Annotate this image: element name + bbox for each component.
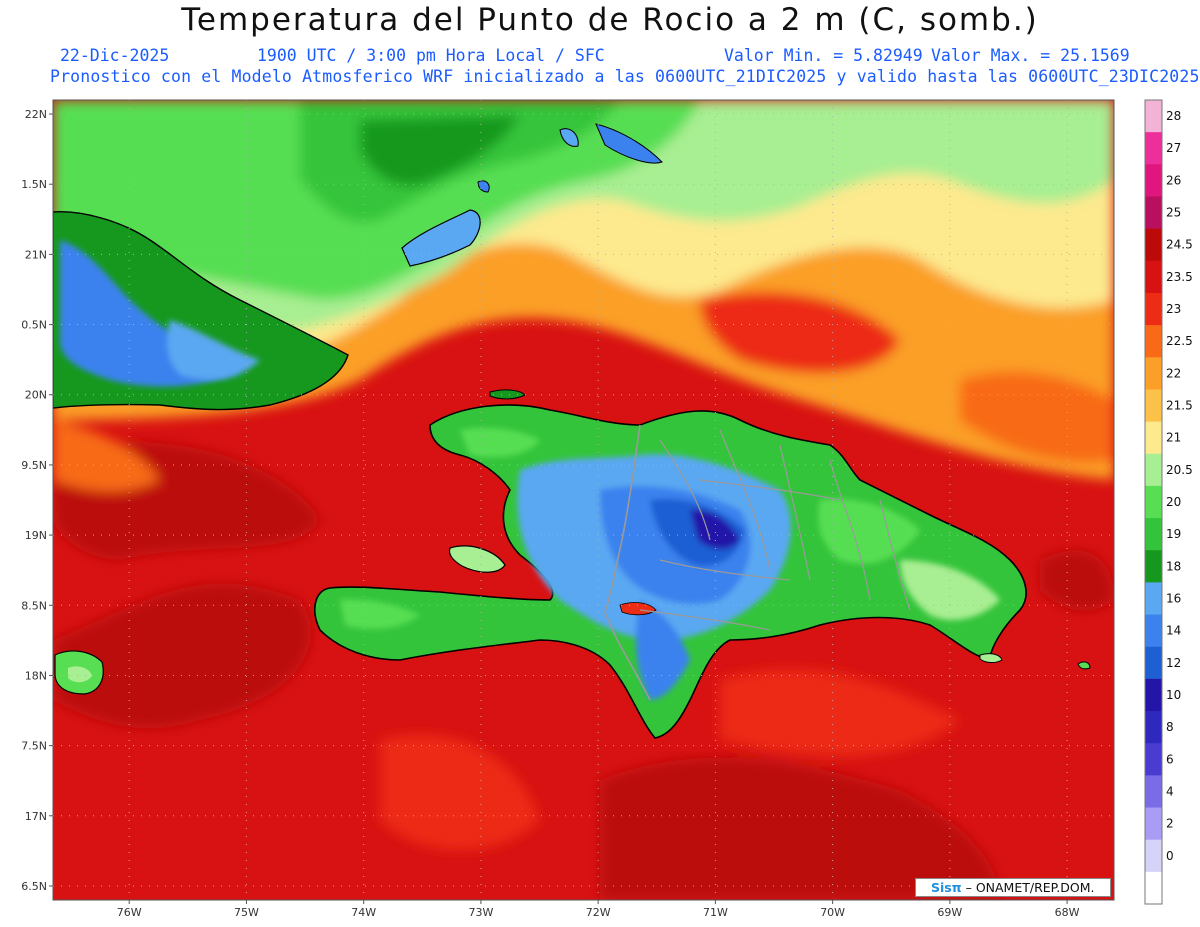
colorbar-segment [1145,453,1162,487]
lat-tick-label: 7.5N [21,740,47,753]
colorbar-label: 25 [1166,206,1181,220]
colorbar-segment [1145,228,1162,262]
graticule [53,100,1114,900]
colorbar-label: 19 [1166,527,1181,541]
map-frame [52,99,1115,901]
colorbar-label: 0 [1166,849,1174,863]
hispaniola-landmass [314,389,1027,739]
colorbar-label: 22 [1166,366,1181,380]
colorbar-segment [1145,389,1162,423]
plot-area [53,100,1114,900]
lat-tick-label: 22N [25,108,47,121]
lat-tick-label: 1.5N [21,178,47,191]
colorbar-label: 26 [1166,173,1181,187]
colorbar-label: 28 [1166,109,1181,123]
colorbar-segment [1145,839,1162,873]
credit-text: – ONAMET/REP.DOM. [961,880,1095,895]
colorbar-segment [1145,871,1162,905]
colorbar-label: 2 [1166,817,1174,831]
colorbar-segment [1145,614,1162,648]
colorbar-segment [1145,775,1162,809]
colorbar-segment [1145,164,1162,197]
colorbar-label: 21 [1166,431,1181,445]
lat-tick-label: 17N [25,810,47,823]
colorbar-segment [1145,518,1162,551]
colorbar-label: 23 [1166,302,1181,316]
lat-tick-label: 6.5N [21,880,47,893]
colorbar: 2827262524.523.52322.52221.52120.5201918… [1144,99,1193,905]
colorbar-label: 20 [1166,495,1181,509]
colorbar-segment [1145,100,1162,133]
lon-tick-label: 68W [1055,906,1080,919]
colorbar-segment [1145,582,1162,616]
lon-tick-label: 74W [351,906,376,919]
map-title: Temperatura del Punto de Rocio a 2 m (C,… [181,2,1039,38]
colorbar-label: 21.5 [1166,399,1193,413]
colorbar-label: 27 [1166,141,1181,155]
lat-tick-label: 8.5N [21,599,47,612]
colorbar-label: 12 [1166,656,1181,670]
min-value: Valor Min. = 5.82949 [724,46,923,65]
lat-tick-label: 9.5N [21,459,47,472]
colorbar-label: 23.5 [1166,270,1193,284]
colorbar-segment [1145,196,1162,230]
lon-tick-label: 69W [937,906,962,919]
colorbar-segment [1145,421,1162,455]
colorbar-label: 4 [1166,784,1174,798]
credit-box: Sisπ – ONAMET/REP.DOM. [915,878,1111,897]
lon-tick-label: 72W [586,906,611,919]
colorbar-segment [1145,132,1162,165]
axis-ticks: 76W 75W 74W 73W 72W 71W 70W 69W 68W 22N 1.5N 21N 0.5… [21,108,1079,919]
colorbar-segment [1145,292,1162,326]
colorbar-segment [1145,260,1162,294]
lon-tick-label: 70W [820,906,845,919]
lat-tick-label: 21N [25,248,47,261]
lon-tick-label: 76W [117,906,142,919]
colorbar-segment [1145,550,1162,583]
puerto-rico-edge [1077,661,1091,670]
lon-tick-label: 73W [468,906,493,919]
colorbar-label: 22.5 [1166,334,1193,348]
sispi-logo: Sisπ [931,880,962,895]
colorbar-label: 18 [1166,559,1181,573]
colorbar-label: 20.5 [1166,463,1193,477]
lat-tick-label: 18N [25,669,47,682]
lat-tick-label: 0.5N [21,319,47,332]
colorbar-label: 24.5 [1166,238,1193,252]
colorbar-label: 6 [1166,752,1174,766]
max-value: Valor Max. = 25.1569 [931,46,1130,65]
colorbar-label: 14 [1166,624,1181,638]
lon-tick-label: 75W [234,906,259,919]
colorbar-label: 16 [1166,591,1181,605]
cuba-landmass [53,211,349,411]
colorbar-segment [1145,325,1162,358]
forecast-date: 22-Dic-2025 [60,46,170,65]
colorbar-label: 8 [1166,720,1174,734]
colorbar-segment [1145,678,1162,712]
colorbar-segment [1145,646,1162,680]
colorbar-segment [1145,357,1162,390]
lat-tick-label: 19N [25,529,47,542]
colorbar-segment [1145,711,1162,744]
colorbar-segment [1145,743,1162,776]
colorbar-label: 10 [1166,688,1181,702]
lat-tick-label: 20N [25,389,47,402]
colorbar-segment [1145,807,1162,841]
colorbar-segment [1145,485,1162,519]
lon-tick-label: 71W [703,906,728,919]
bahamas-islands [401,123,663,267]
forecast-time: 1900 UTC / 3:00 pm Hora Local / SFC [257,46,605,65]
jamaica-landmass [54,650,104,695]
model-info: Pronostico con el Modelo Atmosferico WRF… [50,67,1200,86]
colorbar-frame [1144,99,1163,905]
